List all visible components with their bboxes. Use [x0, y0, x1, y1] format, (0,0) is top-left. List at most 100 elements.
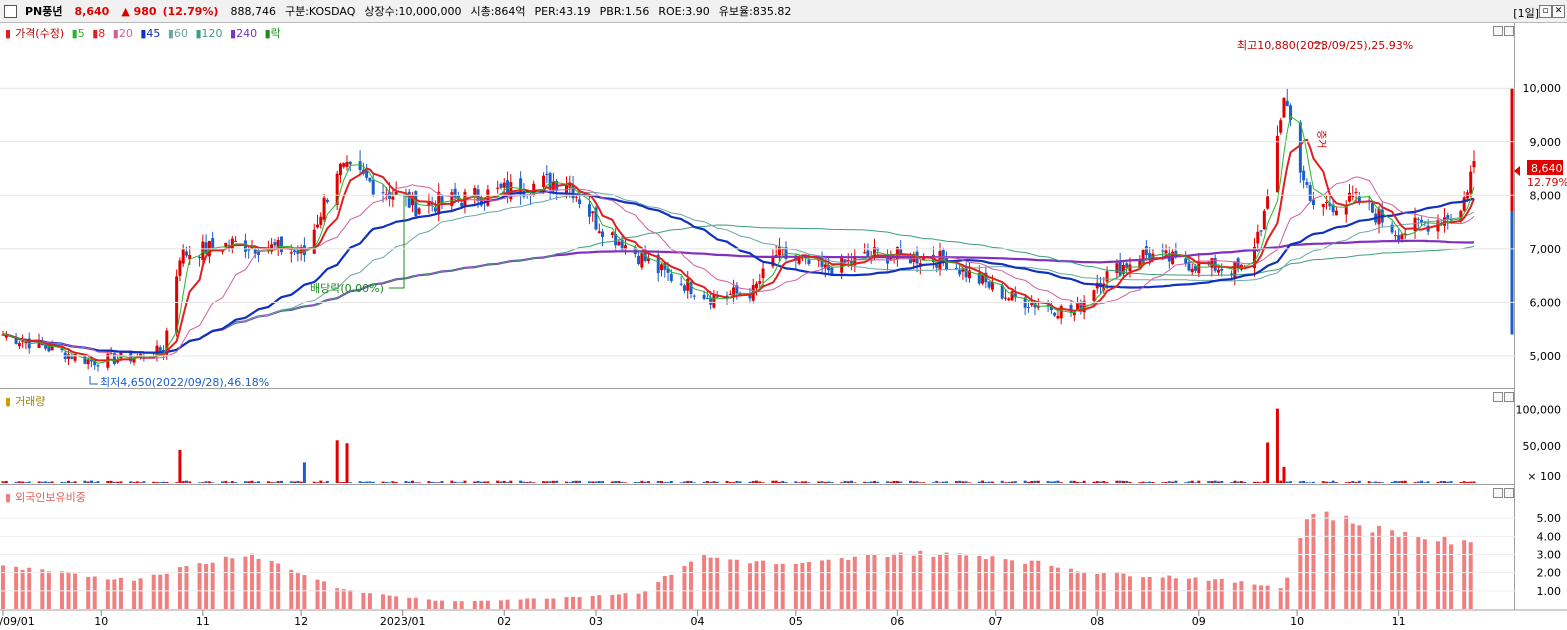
- panel-close-icon[interactable]: [1504, 26, 1514, 36]
- price-candle: [224, 242, 228, 247]
- close-icon[interactable]: ✕: [1552, 5, 1565, 18]
- foreign-bar: [151, 574, 156, 609]
- price-candle: [545, 173, 549, 175]
- ma45-legend[interactable]: ▮45: [140, 27, 161, 40]
- foreign-bar: [616, 594, 621, 609]
- price-candle: [1230, 273, 1234, 275]
- high-annotation-arrow: [1312, 42, 1324, 50]
- ma240-legend[interactable]: ▮240: [230, 27, 258, 40]
- price-candle: [941, 249, 945, 260]
- volume-bar: [725, 480, 729, 483]
- price-candle: [270, 244, 274, 252]
- foreign-bar: [14, 566, 19, 609]
- volume-bar: [14, 481, 18, 483]
- price-candle: [689, 282, 693, 294]
- stock-name[interactable]: PN풍년: [25, 5, 63, 18]
- restore-icon[interactable]: ▫: [1539, 5, 1552, 18]
- ex-dividend-legend[interactable]: ▮락: [264, 27, 281, 40]
- price-candle: [365, 170, 369, 178]
- volume-bar: [1141, 481, 1145, 483]
- volume-bar: [817, 481, 821, 483]
- select-checkbox[interactable]: [4, 4, 17, 18]
- volume-bar: [846, 481, 850, 483]
- volume-bar: [1220, 480, 1224, 483]
- price-axis-label: 7,000: [1530, 243, 1562, 256]
- timeframe-selector[interactable]: [1일]: [1513, 7, 1539, 20]
- volume-bar: [499, 481, 503, 483]
- price-candle: [1266, 196, 1270, 209]
- price-candle: [820, 256, 824, 267]
- foreign-panel-maximize-icon[interactable]: [1493, 488, 1503, 498]
- price-candle: [348, 161, 352, 165]
- volume-bar: [24, 482, 28, 483]
- foreign-bar: [728, 559, 733, 609]
- price-candle: [571, 185, 575, 199]
- volume-bar: [984, 482, 988, 483]
- volume-bar: [1082, 480, 1086, 483]
- volume-panel-close-icon[interactable]: [1504, 392, 1514, 402]
- stock-info-bar: PN풍년 8,640 ▲ 980 (12.79%) 888,746 구분:KOS…: [0, 0, 1567, 23]
- panel-maximize-icon[interactable]: [1493, 26, 1503, 36]
- foreign-bar: [1285, 577, 1290, 609]
- foreign-panel-close-icon[interactable]: [1504, 488, 1514, 498]
- volume-bar: [119, 481, 123, 483]
- foreign-bar: [1023, 563, 1028, 609]
- volume-bar: [1000, 480, 1004, 483]
- volume-axis-label: 100,000: [1516, 403, 1562, 416]
- price-candle: [188, 254, 192, 260]
- ma60-legend[interactable]: ▮60: [167, 27, 188, 40]
- volume-bar: [342, 482, 346, 483]
- volume-bar: [1197, 480, 1201, 483]
- price-candle: [1144, 246, 1148, 255]
- ma5-legend[interactable]: ▮5: [71, 27, 85, 40]
- volume-bar: [961, 481, 965, 483]
- foreign-bar: [872, 553, 877, 609]
- volume-bar: [1285, 481, 1289, 483]
- foreign-bar: [433, 600, 438, 609]
- price-candle: [1194, 265, 1198, 271]
- price-candle: [1298, 122, 1302, 173]
- foreign-bar: [662, 575, 667, 609]
- volume-bar: [1207, 481, 1211, 483]
- price-candle: [1216, 269, 1220, 273]
- price-candle: [725, 295, 729, 297]
- price-candle: [614, 233, 618, 246]
- volume-bar: [44, 481, 48, 483]
- foreign-bar: [1160, 577, 1165, 609]
- price-candle: [155, 345, 159, 356]
- price-candle: [640, 252, 644, 268]
- price-candle: [646, 258, 650, 262]
- volume-bar: [1213, 480, 1217, 483]
- volume-bar: [1305, 482, 1309, 483]
- volume-bar: [771, 480, 775, 483]
- price-candle: [679, 283, 683, 285]
- volume-panel-maximize-icon[interactable]: [1493, 392, 1503, 402]
- foreign-bar: [852, 556, 857, 609]
- foreign-bar: [571, 596, 576, 609]
- price-candle: [1459, 210, 1463, 221]
- price-candle: [967, 270, 971, 279]
- price-candle: [663, 263, 667, 270]
- volume-bar: [548, 481, 552, 483]
- volume-bar: [1279, 480, 1283, 483]
- price-candle: [453, 188, 457, 198]
- foreign-axis-label: 2.00: [1537, 567, 1562, 580]
- price-candle: [1302, 170, 1306, 181]
- foreign-bar: [1206, 580, 1211, 609]
- volume-bar: [509, 480, 513, 483]
- volume-bar: [528, 481, 532, 483]
- price-candle: [1190, 268, 1194, 273]
- ma8-legend[interactable]: ▮8: [92, 27, 106, 40]
- ma20-legend[interactable]: ▮20: [112, 27, 133, 40]
- volume-bar: [302, 462, 306, 483]
- foreign-bar: [1055, 567, 1060, 609]
- volume-bar: [889, 481, 893, 483]
- foreign-bar: [800, 562, 805, 609]
- volume-bar: [935, 480, 939, 483]
- ma120-legend[interactable]: ▮120: [195, 27, 223, 40]
- volume-bar: [1367, 481, 1371, 483]
- price-candle: [44, 344, 48, 349]
- price-candle: [1069, 305, 1073, 313]
- volume-bar: [1151, 481, 1155, 483]
